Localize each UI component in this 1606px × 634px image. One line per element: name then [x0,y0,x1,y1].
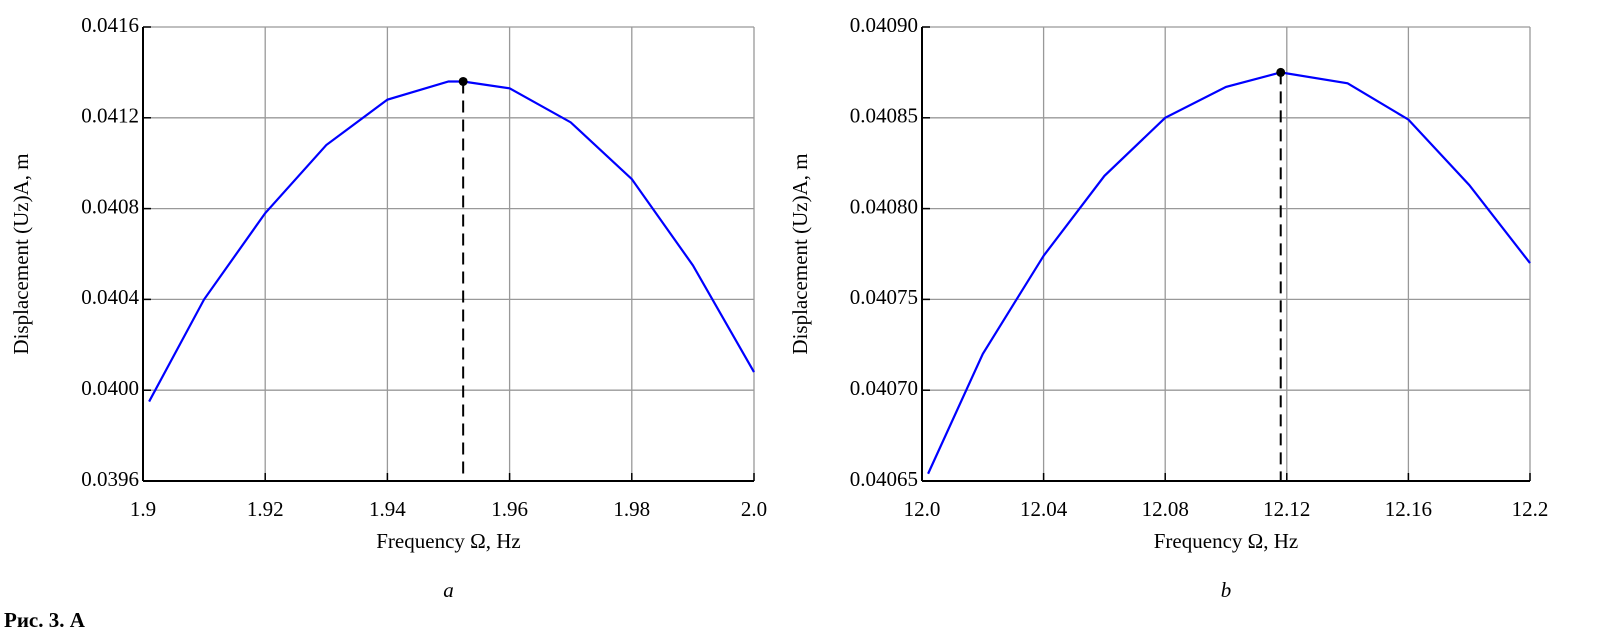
panel-label: a [443,578,454,602]
y-tick-label: 0.0404 [81,285,139,309]
y-tick-label: 0.04065 [850,467,918,491]
y-tick-label: 0.0400 [81,376,139,400]
y-tick-label: 0.04090 [850,13,918,37]
x-tick-label: 1.9 [130,497,156,521]
peak-point [1276,67,1286,77]
line-series [148,80,755,403]
y-tick-label: 0.0412 [81,104,139,128]
y-axis-label: Displacement (Uz)A, m [9,153,33,354]
x-tick-label: 12.04 [1020,497,1068,521]
x-tick-label: 12.16 [1385,497,1432,521]
y-tick-label: 0.04070 [850,376,918,400]
y-tick-label: 0.04085 [850,104,918,128]
x-tick-label: 1.94 [369,497,406,521]
x-tick-label: 2.0 [741,497,767,521]
x-axis-label: Frequency Ω, Hz [1154,529,1298,553]
x-tick-label: 1.92 [247,497,284,521]
y-tick-label: 0.0396 [81,467,139,491]
x-tick-label: 1.98 [613,497,650,521]
y-axis-label: Displacement (Uz)A, m [788,153,812,354]
panel-label: b [1221,578,1232,602]
x-tick-label: 12.12 [1263,497,1310,521]
x-tick-label: 12.2 [1512,497,1549,521]
x-tick-label: 1.96 [491,497,528,521]
peak-point [458,76,468,86]
x-tick-label: 12.08 [1142,497,1189,521]
x-axis-label: Frequency Ω, Hz [376,529,520,553]
x-tick-label: 12.0 [904,497,941,521]
y-tick-label: 0.04080 [850,194,918,218]
y-tick-label: 0.04075 [850,285,918,309]
line-series [927,71,1531,475]
y-tick-label: 0.0408 [81,194,139,218]
y-tick-label: 0.0416 [81,13,139,37]
caption: Рис. 3. А [4,608,86,632]
